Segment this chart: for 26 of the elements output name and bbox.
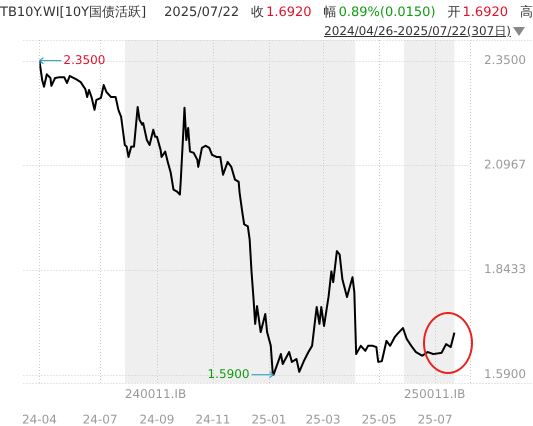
annotation: 2.3500	[63, 52, 106, 67]
x-tick-label: 25-01	[252, 412, 286, 426]
x-tick-label: 24-07	[82, 412, 118, 426]
text: 0.89%(0.0150)	[338, 5, 436, 20]
band-label: 250011.IB	[404, 387, 466, 402]
text: 1.6920	[462, 5, 508, 20]
x-tick-label: 25-05	[362, 412, 397, 426]
text: 幅	[324, 5, 337, 20]
text: 1.6920	[266, 5, 312, 20]
y-tick-label: 2.3500	[484, 52, 526, 67]
x-tick-label: 24-11	[196, 412, 230, 426]
x-tick-label: 24-09	[140, 412, 174, 426]
y-tick-label: 1.8433	[484, 262, 526, 276]
text: 开	[448, 5, 461, 20]
annotation: 1.5900	[208, 366, 250, 381]
y-tick-label: 1.5900	[484, 366, 526, 381]
band-label: 240011.IB	[124, 387, 186, 402]
text: 高	[520, 5, 533, 20]
x-tick-label: 25-03	[306, 412, 341, 426]
x-tick-label: 24-04	[22, 412, 57, 426]
text: 2025/07/22	[164, 5, 240, 20]
text: 收	[251, 5, 264, 20]
y-tick-label: 2.0967	[484, 157, 526, 172]
chart-title: TB10Y.WI[10Y国债活跃]	[0, 5, 146, 20]
chart-subtitle: 2024/04/26-2025/07/22(307日)	[324, 23, 511, 40]
x-tick-label: 25-07	[418, 412, 453, 426]
